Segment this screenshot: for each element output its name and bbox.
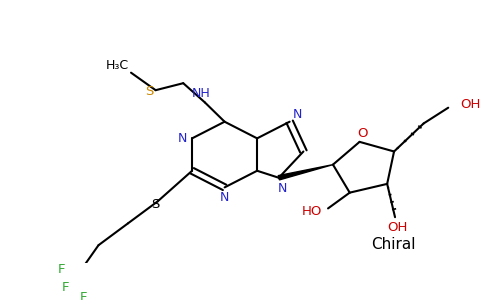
Polygon shape	[278, 165, 333, 180]
Text: HO: HO	[302, 206, 322, 218]
Text: F: F	[80, 291, 88, 300]
Text: Chiral: Chiral	[371, 237, 416, 252]
Text: OH: OH	[387, 221, 407, 234]
Text: N: N	[278, 182, 287, 195]
Text: S: S	[146, 85, 154, 98]
Text: S: S	[151, 198, 160, 212]
Text: NH: NH	[192, 87, 211, 100]
Text: N: N	[220, 191, 229, 204]
Text: H₃C: H₃C	[106, 59, 129, 72]
Text: F: F	[61, 281, 69, 294]
Text: N: N	[178, 132, 187, 145]
Text: O: O	[357, 127, 368, 140]
Text: N: N	[293, 108, 302, 121]
Text: OH: OH	[460, 98, 481, 111]
Text: F: F	[57, 263, 65, 276]
